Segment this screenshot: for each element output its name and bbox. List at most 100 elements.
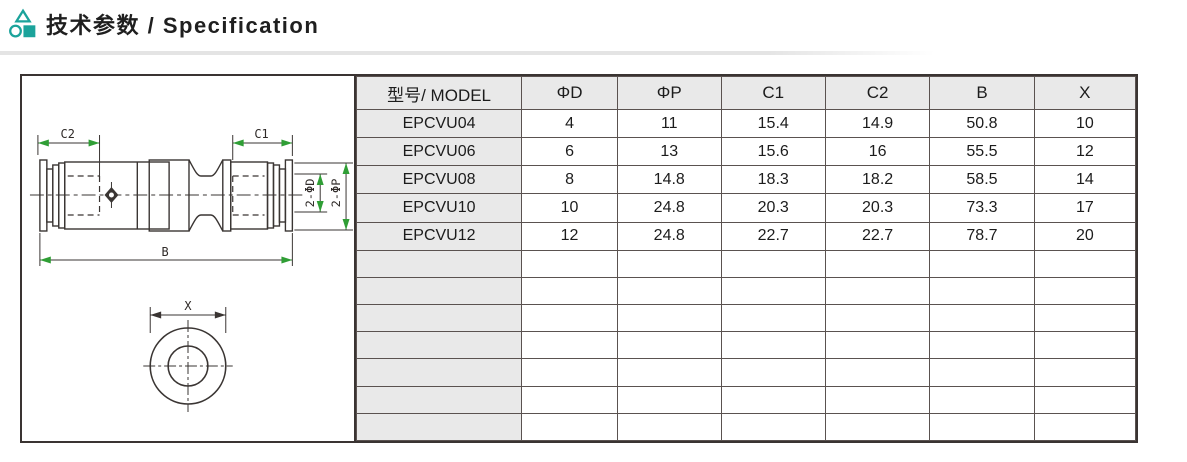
empty-cell bbox=[824, 412, 931, 442]
value-cell: 20 bbox=[1033, 221, 1137, 251]
column-header-b: B bbox=[929, 76, 1035, 110]
empty-cell bbox=[616, 412, 722, 442]
technical-drawing-pane: C2 C1 B X 2-ΦD 2-ΦP bbox=[22, 76, 356, 441]
empty-cell bbox=[720, 304, 826, 333]
value-cell: 14.8 bbox=[616, 165, 722, 195]
empty-cell bbox=[720, 358, 826, 387]
value-cell: 73.3 bbox=[929, 193, 1035, 223]
value-cell: 15.4 bbox=[720, 108, 826, 139]
value-cell: 78.7 bbox=[929, 221, 1035, 251]
empty-model-cell bbox=[355, 385, 523, 414]
empty-cell bbox=[929, 358, 1035, 387]
value-cell: 24.8 bbox=[616, 193, 722, 223]
empty-cell bbox=[521, 385, 618, 414]
empty-cell bbox=[929, 304, 1035, 333]
value-cell: 10 bbox=[1033, 108, 1137, 139]
empty-cell bbox=[824, 385, 931, 414]
empty-table-row bbox=[355, 412, 1137, 442]
page-title: 技术参数 / Specification bbox=[46, 13, 320, 38]
empty-cell bbox=[521, 358, 618, 387]
spec-section-icon bbox=[9, 8, 36, 38]
empty-model-cell bbox=[355, 304, 523, 333]
empty-cell bbox=[521, 304, 618, 333]
empty-cell bbox=[521, 276, 618, 306]
value-cell: 22.7 bbox=[824, 221, 931, 251]
value-cell: 17 bbox=[1033, 193, 1137, 223]
empty-model-cell bbox=[355, 412, 523, 442]
empty-cell bbox=[616, 331, 722, 360]
value-cell: 18.3 bbox=[720, 165, 826, 195]
empty-cell bbox=[720, 249, 826, 278]
dim-label-c1: C1 bbox=[254, 127, 268, 141]
empty-cell bbox=[616, 385, 722, 414]
spec-frame: C2 C1 B X 2-ΦD 2-ΦP 型号/ MODEL ΦD ΦP C1 C… bbox=[20, 74, 1138, 443]
empty-cell bbox=[929, 249, 1035, 278]
dimension-arrows bbox=[37, 139, 350, 264]
value-cell: 22.7 bbox=[720, 221, 826, 251]
empty-cell bbox=[720, 412, 826, 442]
value-cell: 10 bbox=[521, 193, 618, 223]
table-row: EPCVU08 8 14.8 18.3 18.2 58.5 14 bbox=[355, 165, 1137, 195]
dim-label-x: X bbox=[184, 299, 192, 313]
empty-cell bbox=[616, 304, 722, 333]
empty-cell bbox=[824, 276, 931, 306]
empty-cell bbox=[616, 358, 722, 387]
value-cell: 12 bbox=[521, 221, 618, 251]
empty-cell bbox=[521, 412, 618, 442]
value-cell: 11 bbox=[616, 108, 722, 139]
empty-cell bbox=[1033, 358, 1137, 387]
empty-model-cell bbox=[355, 358, 523, 387]
model-cell: EPCVU08 bbox=[355, 165, 523, 195]
value-cell: 8 bbox=[521, 165, 618, 195]
table-row: EPCVU06 6 13 15.6 16 55.5 12 bbox=[355, 137, 1137, 167]
model-cell: EPCVU12 bbox=[355, 221, 523, 251]
empty-cell bbox=[824, 249, 931, 278]
table-header-row: 型号/ MODEL ΦD ΦP C1 C2 B X bbox=[355, 76, 1137, 110]
empty-table-row bbox=[355, 276, 1137, 306]
dim-label-c2: C2 bbox=[61, 127, 75, 141]
column-header-phi-p: ΦP bbox=[616, 76, 722, 110]
value-cell: 50.8 bbox=[929, 108, 1035, 139]
value-cell: 16 bbox=[824, 137, 931, 167]
empty-cell bbox=[720, 331, 826, 360]
value-cell: 14 bbox=[1033, 165, 1137, 195]
empty-cell bbox=[720, 385, 826, 414]
empty-model-cell bbox=[355, 276, 523, 306]
empty-cell bbox=[824, 331, 931, 360]
title-divider bbox=[0, 51, 935, 55]
empty-table-row bbox=[355, 385, 1137, 414]
value-cell: 24.8 bbox=[616, 221, 722, 251]
value-cell: 20.3 bbox=[824, 193, 931, 223]
empty-cell bbox=[720, 276, 826, 306]
empty-cell bbox=[616, 276, 722, 306]
table-row: EPCVU10 10 24.8 20.3 20.3 73.3 17 bbox=[355, 193, 1137, 223]
empty-cell bbox=[1033, 304, 1137, 333]
empty-cell bbox=[1033, 385, 1137, 414]
value-cell: 20.3 bbox=[720, 193, 826, 223]
valve-marker bbox=[104, 182, 119, 208]
empty-cell bbox=[929, 385, 1035, 414]
value-cell: 4 bbox=[521, 108, 618, 139]
empty-cell bbox=[929, 276, 1035, 306]
empty-table-row bbox=[355, 249, 1137, 278]
dim-label-2-phi-d: 2-ΦD bbox=[303, 179, 317, 208]
value-cell: 12 bbox=[1033, 137, 1137, 167]
specification-table: 型号/ MODEL ΦD ΦP C1 C2 B X EPCVU04 4 11 15.4… bbox=[355, 76, 1137, 442]
column-header-phi-d: ΦD bbox=[521, 76, 618, 110]
spec-table-body: EPCVU04 4 11 15.4 14.9 50.8 10 EPCVU06 6 13 15.6 16… bbox=[355, 108, 1137, 442]
empty-cell bbox=[1033, 331, 1137, 360]
fitting-technical-drawing: C2 C1 B X 2-ΦD 2-ΦP bbox=[29, 127, 354, 412]
empty-cell bbox=[521, 331, 618, 360]
model-cell: EPCVU10 bbox=[355, 193, 523, 223]
page-header: 技术参数 / Specification bbox=[8, 8, 319, 40]
model-cell: EPCVU06 bbox=[355, 137, 523, 167]
value-cell: 18.2 bbox=[824, 165, 931, 195]
empty-model-cell bbox=[355, 249, 523, 278]
empty-cell bbox=[929, 412, 1035, 442]
empty-cell bbox=[929, 331, 1035, 360]
column-header-c2: C2 bbox=[824, 76, 931, 110]
dim-label-2-phi-p: 2-ΦP bbox=[329, 179, 343, 208]
table-row: EPCVU04 4 11 15.4 14.9 50.8 10 bbox=[355, 108, 1137, 139]
empty-cell bbox=[616, 249, 722, 278]
empty-table-row bbox=[355, 331, 1137, 360]
